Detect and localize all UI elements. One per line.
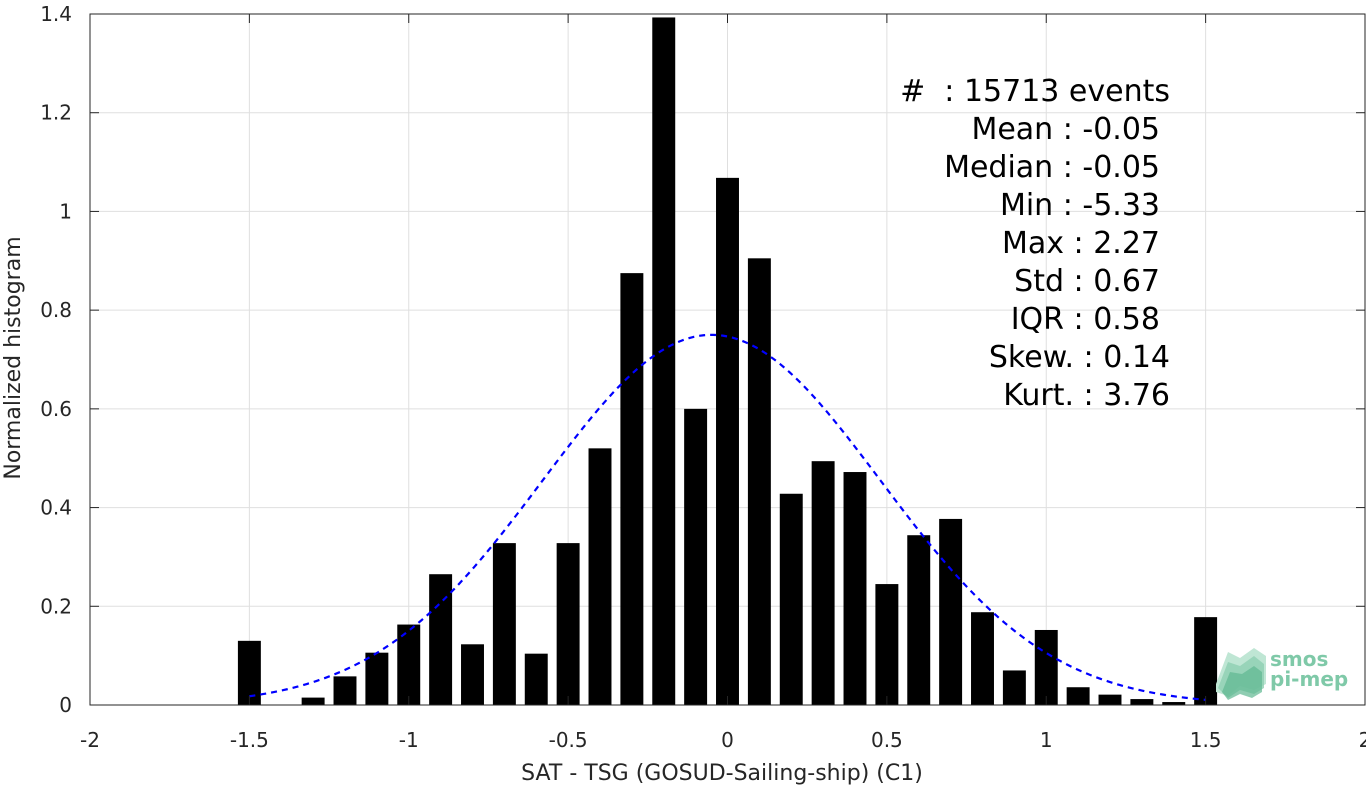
y-tick-label: 0.8 — [40, 298, 72, 322]
histogram-bar — [971, 612, 994, 705]
x-tick-label: -1.5 — [230, 728, 269, 752]
smos-pi-mep-logo: smos pi-mep — [1214, 644, 1354, 700]
x-tick-label: 0 — [721, 728, 734, 752]
histogram-bar — [779, 493, 803, 705]
x-tick-label: 0.5 — [871, 728, 903, 752]
histogram-bar — [907, 535, 931, 705]
histogram-bar — [365, 652, 389, 705]
y-tick-label: 0.6 — [40, 397, 72, 421]
histogram-bar — [1130, 699, 1154, 705]
histogram-bar — [939, 518, 963, 705]
histogram-bar — [716, 177, 739, 705]
y-tick-label: 1 — [59, 199, 72, 223]
y-tick-labels: 0 0.2 0.4 0.6 0.8 1 1.2 1.4 — [40, 2, 72, 717]
histogram-bar — [397, 624, 421, 705]
histogram-bar — [588, 448, 612, 705]
stats-line: Median : -0.05 — [944, 150, 1160, 185]
histogram-bar — [843, 472, 867, 705]
histogram-bar — [1162, 702, 1186, 705]
stats-line: Max : 2.27 — [1002, 226, 1160, 261]
x-tick-label: -2 — [80, 728, 100, 752]
logo-text-pimep: pi-mep — [1270, 667, 1349, 691]
logo-waves-icon — [1216, 648, 1266, 700]
histogram-bar — [1034, 629, 1058, 705]
histogram-bar — [461, 644, 484, 705]
stats-line: Skew. : 0.14 — [988, 340, 1170, 375]
stats-line: Std : 0.67 — [1014, 264, 1160, 299]
x-tick-labels: -2 -1.5 -1 -0.5 0 0.5 1 1.5 2 — [80, 728, 1366, 752]
axis-ticks — [89, 13, 1366, 706]
histogram-bar — [1194, 617, 1218, 705]
x-axis-label: SAT - TSG (GOSUD-Sailing-ship) (C1) — [521, 761, 923, 786]
histogram-bar — [747, 258, 771, 705]
histogram-bar — [556, 543, 580, 705]
stats-line: IQR : 0.58 — [1010, 302, 1160, 337]
logo-text-smos: smos — [1270, 647, 1329, 671]
histogram-bar — [429, 574, 453, 705]
y-axis-label: Normalized histogram — [1, 236, 26, 479]
histogram-bar — [811, 461, 835, 705]
x-tick-label: 1 — [1040, 728, 1053, 752]
y-tick-label: 1.4 — [40, 2, 72, 26]
histogram-bar — [237, 640, 261, 705]
x-tick-label: -0.5 — [549, 728, 588, 752]
histogram-bar — [1002, 670, 1026, 705]
histogram-bar — [1066, 687, 1090, 705]
x-tick-label: 2 — [1359, 728, 1366, 752]
histogram-bar — [620, 273, 644, 705]
x-tick-label: 1.5 — [1190, 728, 1222, 752]
stats-line: # : 15713 events — [900, 74, 1170, 109]
histogram-bar — [492, 543, 516, 705]
x-tick-label: -1 — [399, 728, 419, 752]
stats-line: Min : -5.33 — [999, 188, 1160, 223]
histogram-bar — [652, 17, 676, 705]
histogram-bar — [1098, 694, 1122, 705]
histogram-bar — [684, 408, 708, 705]
y-tick-label: 0.2 — [40, 594, 72, 618]
stats-line: Mean : -0.05 — [971, 112, 1160, 147]
y-tick-label: 1.2 — [40, 101, 72, 125]
histogram-bar — [333, 676, 357, 705]
histogram-bar — [301, 697, 325, 705]
histogram-bar — [875, 584, 899, 705]
y-tick-label: 0 — [59, 693, 72, 717]
stats-line: Kurt. : 3.76 — [1003, 378, 1170, 413]
y-tick-label: 0.4 — [40, 496, 72, 520]
histogram-bar — [524, 653, 548, 705]
